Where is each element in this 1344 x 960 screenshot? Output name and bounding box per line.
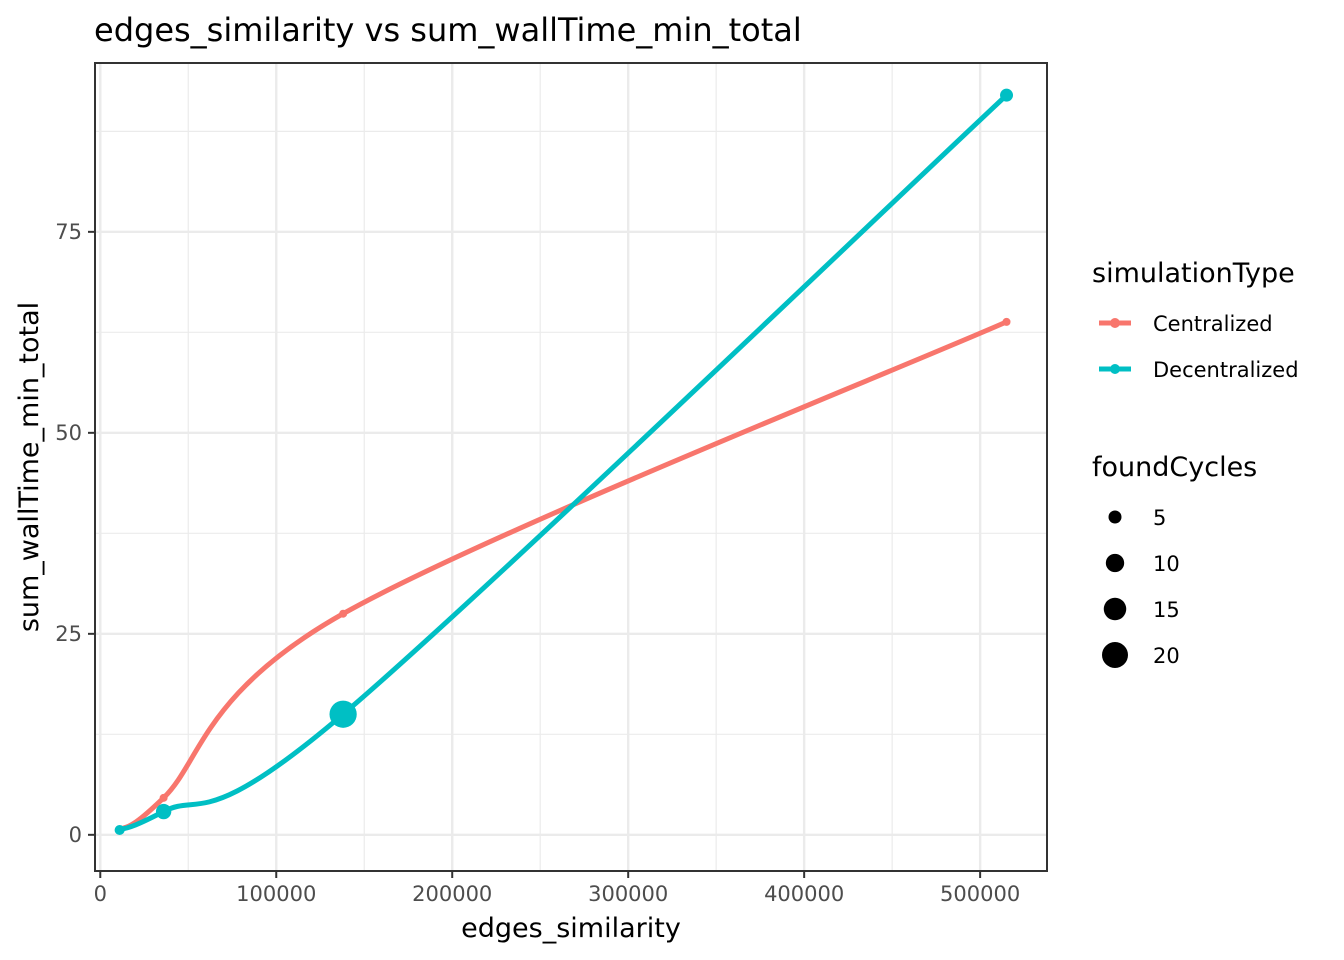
x-tick-label: 100000 <box>236 882 316 906</box>
legend-label-decentralized: Decentralized <box>1153 358 1299 382</box>
legend-title-simulation-type: simulationType <box>1092 258 1295 289</box>
x-axis: 0 100000 200000 300000 400000 500000 <box>94 871 1020 906</box>
y-tick-label: 25 <box>55 622 82 646</box>
legend-key-point-decentralized <box>1110 364 1120 374</box>
legend-key-point-centralized <box>1110 318 1120 328</box>
x-axis-title: edges_similarity <box>461 913 681 944</box>
series <box>114 88 1014 836</box>
legend-size-key-20 <box>1102 642 1128 668</box>
legend-size-key-10 <box>1105 553 1125 573</box>
legend-size-label-10: 10 <box>1153 552 1180 576</box>
data-point-centralized <box>339 609 348 618</box>
plot-border <box>94 62 1048 872</box>
y-tick-label: 50 <box>55 421 82 445</box>
legend-size-key-15 <box>1103 597 1127 621</box>
data-point-decentralized <box>1000 88 1014 102</box>
series-decentralized <box>114 88 1014 836</box>
data-point-centralized <box>1002 317 1011 326</box>
y-tick-label: 75 <box>55 220 82 244</box>
legend: simulationType CentralizedDecentralized … <box>1092 258 1299 668</box>
legend-size-label-5: 5 <box>1153 506 1166 530</box>
legend-title-found-cycles: foundCycles <box>1092 452 1257 483</box>
data-point-decentralized <box>114 824 125 836</box>
y-axis-title: sum_wallTime_min_total <box>14 302 45 632</box>
legend-size-items: 5 10 15 20 <box>1102 506 1180 668</box>
legend-color-items: Centralized Decentralized <box>1099 312 1299 382</box>
y-axis: 0 25 50 75 <box>55 220 95 847</box>
y-tick-label: 0 <box>69 823 82 847</box>
legend-label-centralized: Centralized <box>1153 312 1273 336</box>
plot-area <box>94 62 1048 872</box>
data-point-decentralized <box>329 700 357 728</box>
legend-size-label-20: 20 <box>1153 644 1180 668</box>
x-tick-label: 300000 <box>588 882 668 906</box>
x-tick-label: 200000 <box>412 882 492 906</box>
legend-size-label-15: 15 <box>1153 598 1180 622</box>
data-point-centralized <box>159 793 168 802</box>
grid <box>95 63 1047 871</box>
plot-background <box>95 63 1047 871</box>
data-point-decentralized <box>155 803 172 820</box>
x-tick-label: 0 <box>94 882 107 906</box>
x-tick-label: 500000 <box>940 882 1020 906</box>
legend-size-key-5 <box>1108 510 1122 524</box>
chart-title: edges_similarity vs sum_wallTime_min_tot… <box>94 11 802 49</box>
x-tick-label: 400000 <box>764 882 844 906</box>
